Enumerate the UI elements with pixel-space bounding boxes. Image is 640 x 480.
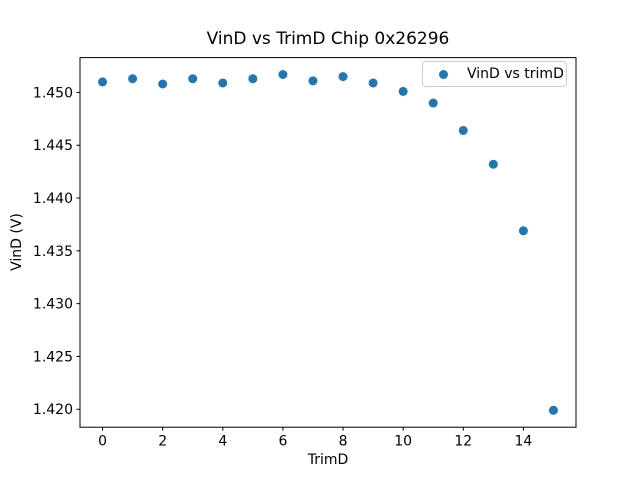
scatter-point [398,86,408,96]
y-axis-label: VinD (V) [9,213,25,271]
x-axis-label: TrimD [307,452,349,468]
y-tick-label: 1.420 [33,402,73,418]
y-tick-label: 1.425 [33,349,73,365]
scatter-point [518,226,528,236]
x-tick-label: 4 [218,434,227,450]
x-tick-label: 6 [278,434,287,450]
x-tick-label: 8 [339,434,348,450]
y-tick-label: 1.440 [33,191,73,207]
scatter-point [128,74,138,84]
scatter-point [488,159,498,169]
scatter-point [218,78,228,88]
scatter-point [248,74,258,84]
legend-marker-dot [439,69,448,79]
y-tick-label: 1.430 [33,297,73,313]
legend: VinD vs trimD [422,61,567,87]
y-tick-label: 1.450 [33,85,73,101]
scatter-point [98,77,108,87]
x-tick-label: 14 [514,434,532,450]
x-tick-label: 0 [98,434,107,450]
y-tick-label: 1.435 [33,244,73,260]
axes-frame [79,57,577,428]
legend-label: VinD vs trimD [467,66,564,82]
scatter-point [278,69,288,79]
x-tick-label: 10 [394,434,412,450]
scatter-point [368,78,378,88]
x-tick-label: 12 [454,434,472,450]
scatter-point [428,98,438,108]
scatter-point [158,79,168,89]
chart-title: VinD vs TrimD Chip 0x26296 [206,29,450,49]
y-tick-label: 1.445 [33,138,73,154]
scatter-point [548,405,558,415]
scatter-point [188,74,198,84]
scatter-point [458,125,468,135]
scatter-point [338,72,348,82]
x-tick-label: 2 [158,434,167,450]
scatter-point [308,76,318,86]
